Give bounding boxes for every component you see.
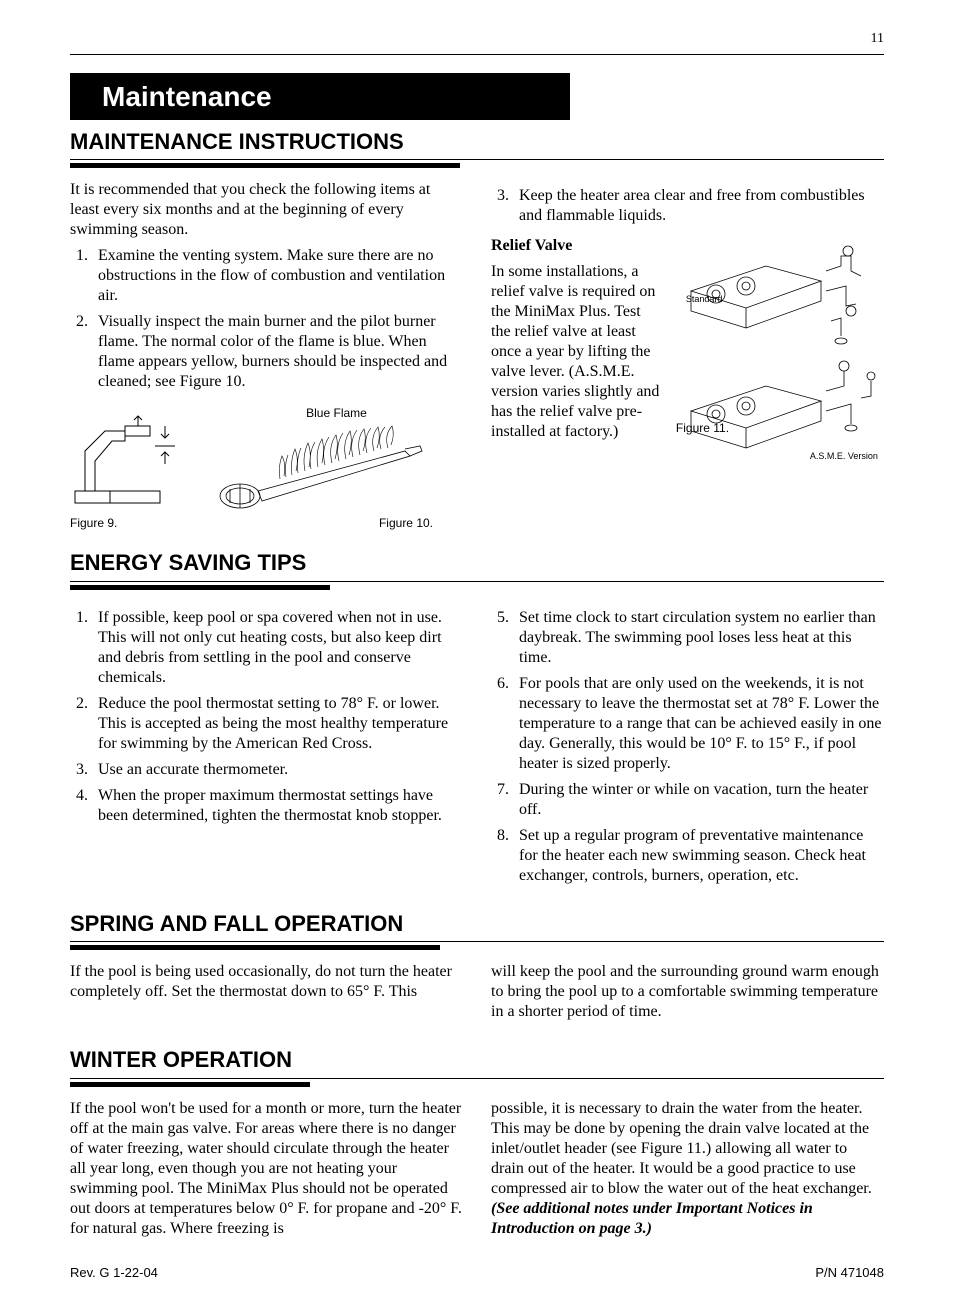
energy-item-3: Use an accurate thermometer. [92,760,463,780]
energy-item-1: If possible, keep pool or spa covered wh… [92,608,463,688]
energy-item-4: When the proper maximum thermostat setti… [92,786,463,826]
energy-item-6: For pools that are only used on the week… [513,674,884,774]
spring-right-text: will keep the pool and the surrounding g… [491,962,884,1022]
page-footer: Rev. G 1-22-04 P/N 471048 [70,1265,884,1281]
energy-left-col: If possible, keep pool or spa covered wh… [70,602,463,892]
maint-item-3: Keep the heater area clear and free from… [513,186,884,226]
winter-left-text: If the pool won't be used for a month or… [70,1099,463,1239]
maint-item-1: Examine the venting system. Make sure th… [92,246,463,306]
blue-flame-label: Blue Flame [306,406,367,420]
maintenance-right-col: Keep the heater area clear and free from… [491,180,884,531]
figure-9-caption: Figure 9. [70,516,190,531]
winter-right: possible, it is necessary to drain the w… [491,1099,884,1245]
winter-left: If the pool won't be used for a month or… [70,1099,463,1245]
figure-row: Figure 9. Blue Flame [70,406,463,531]
maintenance-intro: It is recommended that you check the fol… [70,180,463,240]
maint-item-2: Visually inspect the main burner and the… [92,312,463,392]
spring-left: If the pool is being used occasionally, … [70,962,463,1028]
figure-10: Blue Flame [210,406,463,531]
relief-valve-text: In some installations, a relief valve is… [491,262,664,442]
standard-label: Standard [686,294,723,305]
footer-pn: P/N 471048 [815,1265,884,1281]
burner-flame-diagram [210,421,440,516]
top-rule [70,54,884,55]
spring-left-text: If the pool is being used occasionally, … [70,962,463,1002]
maintenance-left-col: It is recommended that you check the fol… [70,180,463,531]
pilot-burner-diagram [70,406,190,516]
relief-valve-heading: Relief Valve [491,237,572,254]
energy-item-8: Set up a regular program of preventative… [513,826,884,886]
relief-valve-diagram: Standard Figure 11. A.S.M.E. Version [676,236,886,466]
figure-9: Figure 9. [70,406,190,531]
figure-10-caption: Figure 10. [210,516,463,531]
winter-heading-block: WINTER OPERATION [70,1046,884,1087]
winter-right-part1: possible, it is necessary to drain the w… [491,1100,872,1197]
energy-item-2: Reduce the pool thermostat setting to 78… [92,694,463,754]
spring-heading: SPRING AND FALL OPERATION [70,910,884,938]
maintenance-heading-block: MAINTENANCE INSTRUCTIONS [70,128,884,169]
energy-heading-block: ENERGY SAVING TIPS [70,549,884,590]
maintenance-heading: MAINTENANCE INSTRUCTIONS [70,128,884,156]
spring-right: will keep the pool and the surrounding g… [491,962,884,1028]
energy-item-5: Set time clock to start circulation syst… [513,608,884,668]
energy-right-col: Set time clock to start circulation syst… [491,602,884,892]
winter-right-bold: (See additional notes under Important No… [491,1200,813,1237]
figure-11-caption: Figure 11. [676,421,729,436]
section-banner: Maintenance [70,73,570,120]
page-number: 11 [70,30,884,48]
winter-heading: WINTER OPERATION [70,1046,884,1074]
spring-heading-block: SPRING AND FALL OPERATION [70,910,884,951]
energy-item-7: During the winter or while on vacation, … [513,780,884,820]
winter-right-text: possible, it is necessary to drain the w… [491,1099,884,1239]
asme-label: A.S.M.E. Version [810,451,878,462]
footer-rev: Rev. G 1-22-04 [70,1265,158,1281]
energy-heading: ENERGY SAVING TIPS [70,549,884,577]
